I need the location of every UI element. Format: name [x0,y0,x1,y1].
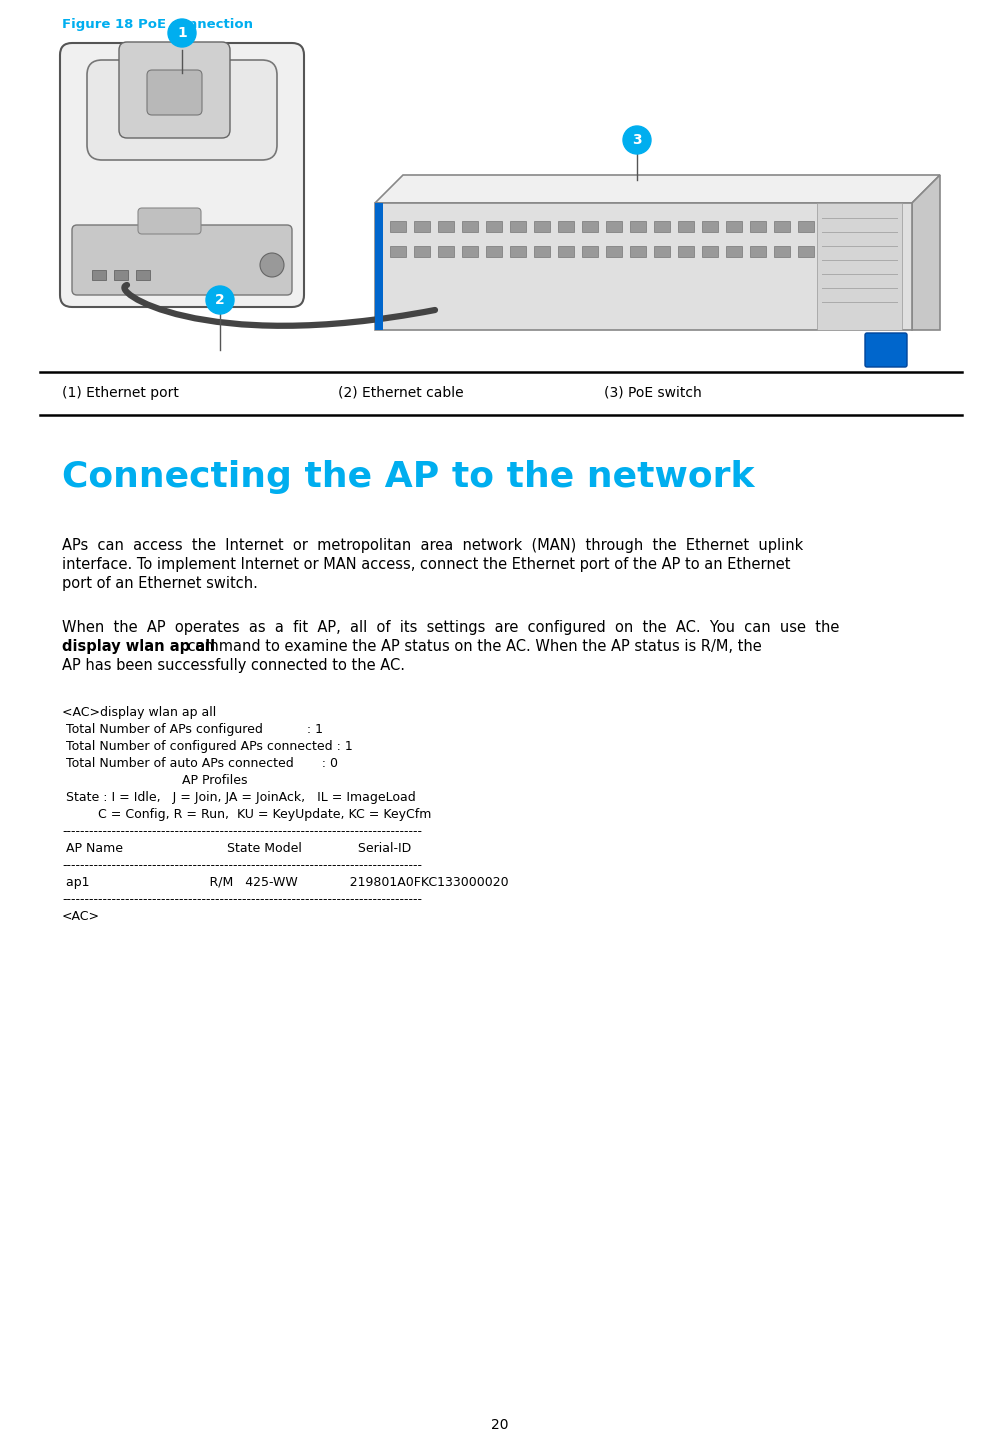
Bar [702,221,718,232]
Bar [817,203,902,330]
Bar [630,245,646,257]
Polygon shape [375,176,940,203]
Circle shape [623,126,651,154]
Bar [390,245,406,257]
Circle shape [206,286,234,314]
Bar [486,221,502,232]
Text: Connecting the AP to the network: Connecting the AP to the network [62,460,755,494]
Bar [726,245,742,257]
Text: 3: 3 [633,134,642,147]
Text: 20: 20 [491,1419,509,1432]
Bar [462,221,478,232]
Bar [606,221,622,232]
Text: Total Number of configured APs connected : 1: Total Number of configured APs connected… [62,741,352,754]
Bar [136,270,150,280]
Text: <AC>display wlan ap all: <AC>display wlan ap all [62,706,216,719]
FancyBboxPatch shape [72,225,292,295]
Bar [486,245,502,257]
Text: display wlan ap all: display wlan ap all [62,639,215,653]
Bar [630,221,646,232]
FancyBboxPatch shape [87,60,277,160]
Bar [654,245,670,257]
Bar [92,270,106,280]
Bar [750,221,766,232]
Bar [534,245,550,257]
Text: APs  can  access  the  Internet  or  metropolitan  area  network  (MAN)  through: APs can access the Internet or metropoli… [62,539,803,553]
Text: (3) PoE switch: (3) PoE switch [604,386,702,399]
Text: When  the  AP  operates  as  a  fit  AP,  all  of  its  settings  are  configure: When the AP operates as a fit AP, all of… [62,620,840,635]
Bar [606,245,622,257]
Bar [726,221,742,232]
Bar [582,245,598,257]
Text: (2) Ethernet cable: (2) Ethernet cable [338,386,463,399]
Bar [798,245,814,257]
FancyBboxPatch shape [119,42,230,138]
Text: ap1                              R/M   425-WW             219801A0FKC133000020: ap1 R/M 425-WW 219801A0FKC133000020 [62,876,509,889]
FancyBboxPatch shape [865,333,907,367]
Text: AP has been successfully connected to the AC.: AP has been successfully connected to th… [62,658,405,672]
Bar [774,245,790,257]
Bar [822,221,838,232]
Text: C = Config, R = Run,  KU = KeyUpdate, KC = KeyCfm: C = Config, R = Run, KU = KeyUpdate, KC … [62,807,431,820]
Bar [678,245,694,257]
Bar [438,221,454,232]
Text: port of an Ethernet switch.: port of an Ethernet switch. [62,576,258,591]
Polygon shape [912,176,940,330]
Text: Figure 18 PoE connection: Figure 18 PoE connection [62,17,253,30]
Bar [582,221,598,232]
Bar [510,221,526,232]
Bar [822,245,838,257]
Bar [846,221,862,232]
FancyBboxPatch shape [147,70,202,115]
Bar [678,221,694,232]
Bar [414,245,430,257]
Bar [510,245,526,257]
Text: Total Number of APs configured           : 1: Total Number of APs configured : 1 [62,723,323,736]
Bar [114,270,128,280]
Text: --------------------------------------------------------------------------------: ----------------------------------------… [62,825,422,838]
Text: AP Name                          State Model              Serial-ID: AP Name State Model Serial-ID [62,842,411,855]
Bar [462,245,478,257]
Text: --------------------------------------------------------------------------------: ----------------------------------------… [62,893,422,906]
FancyBboxPatch shape [60,44,304,306]
Bar [414,221,430,232]
Text: State : I = Idle,   J = Join, JA = JoinAck,   IL = ImageLoad: State : I = Idle, J = Join, JA = JoinAck… [62,791,415,804]
Text: AP Profiles: AP Profiles [62,774,247,787]
Text: 2: 2 [215,293,225,306]
Text: (1) Ethernet port: (1) Ethernet port [62,386,179,399]
Text: interface. To implement Internet or MAN access, connect the Ethernet port of the: interface. To implement Internet or MAN … [62,558,791,572]
Text: <AC>: <AC> [62,910,100,923]
Bar [798,221,814,232]
Text: 1: 1 [177,26,187,41]
Polygon shape [375,203,912,330]
Bar [750,245,766,257]
Text: command to examine the AP status on the AC. When the AP status is R/M, the: command to examine the AP status on the … [182,639,762,653]
Circle shape [260,253,284,277]
Bar [654,221,670,232]
Bar [774,221,790,232]
Text: Total Number of auto APs connected       : 0: Total Number of auto APs connected : 0 [62,756,338,770]
FancyBboxPatch shape [138,208,201,234]
Bar [846,245,862,257]
Bar [534,221,550,232]
Text: --------------------------------------------------------------------------------: ----------------------------------------… [62,860,422,873]
Bar [390,221,406,232]
Bar [558,221,574,232]
Bar [375,203,383,330]
Bar [558,245,574,257]
Circle shape [168,19,196,46]
Bar [702,245,718,257]
Bar [438,245,454,257]
